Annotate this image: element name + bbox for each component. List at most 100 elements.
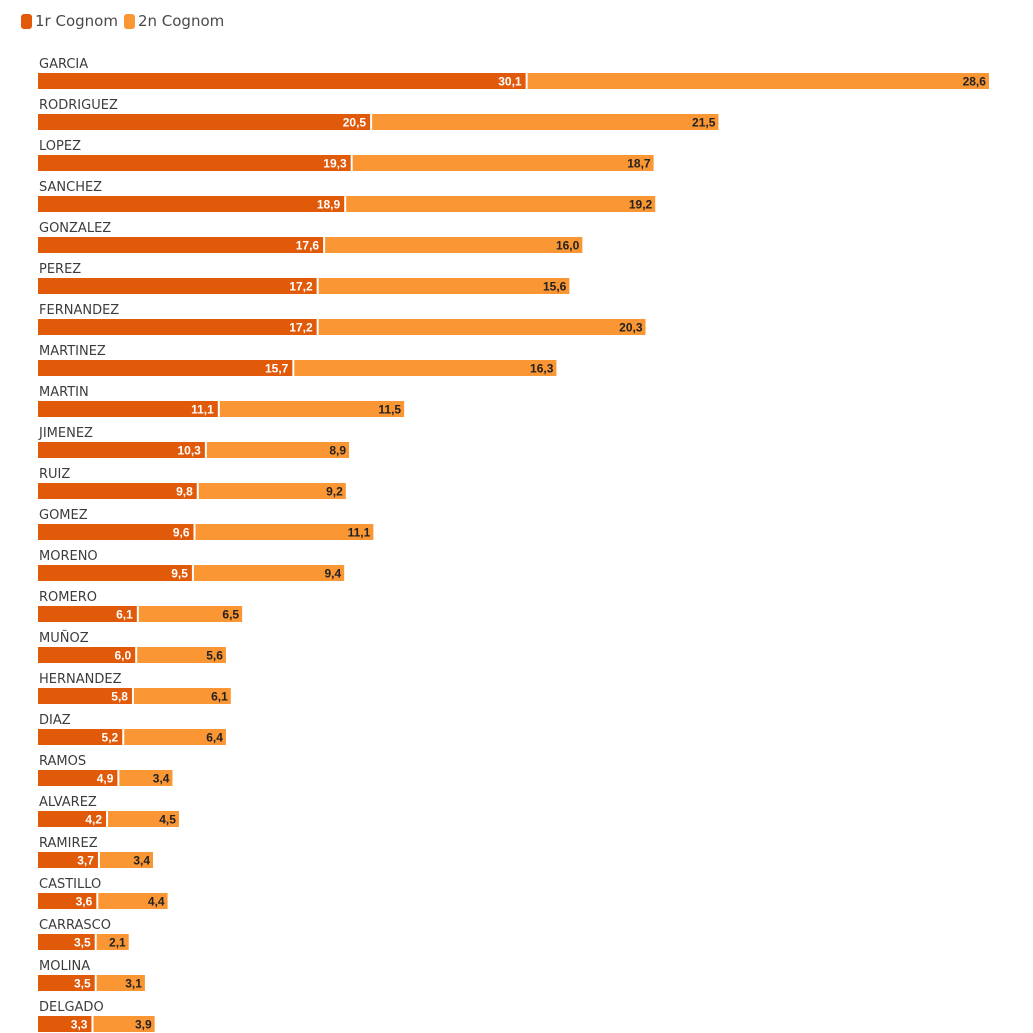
value-label-second-surname: 6,5	[222, 608, 239, 622]
bar-first-surname[interactable]	[38, 729, 123, 745]
bar-row-muñoz: MUÑOZ 6,0 5,6	[38, 630, 226, 663]
category-label: MARTINEZ	[39, 344, 106, 359]
bar-row-romero: ROMERO 6,1 6,5	[38, 590, 243, 622]
bar-second-surname[interactable]	[124, 729, 226, 745]
bar-row-jimenez: JIMENEZ 10,3 8,9	[38, 426, 350, 458]
category-label: CARRASCO	[39, 918, 111, 933]
bar-second-surname[interactable]	[137, 647, 226, 663]
bar-row-sanchez: SANCHEZ 18,9 19,2	[38, 180, 656, 212]
bar-row-delgado: DELGADO 3,3 3,9	[38, 1000, 155, 1032]
bar-second-surname[interactable]	[98, 893, 168, 909]
value-label-first-surname: 3,5	[74, 977, 91, 991]
bar-second-surname[interactable]	[119, 770, 173, 786]
bar-second-surname[interactable]	[352, 155, 654, 171]
bar-first-surname[interactable]	[38, 852, 98, 868]
bar-row-garcia: GARCIA 30,1 28,6	[38, 57, 989, 89]
bar-row-ruiz: RUIZ 9,8 9,2	[38, 467, 346, 499]
bar-first-surname[interactable]	[38, 278, 317, 294]
bar-first-surname[interactable]	[38, 155, 351, 171]
bar-second-surname[interactable]	[318, 278, 570, 294]
bar-second-surname[interactable]	[138, 606, 243, 622]
legend-swatch-second-surname	[123, 13, 135, 29]
bar-first-surname[interactable]	[38, 319, 317, 335]
bar-second-surname[interactable]	[96, 934, 129, 950]
value-label-second-surname: 3,4	[133, 854, 150, 868]
bar-first-surname[interactable]	[38, 442, 205, 458]
bar-second-surname[interactable]	[294, 360, 557, 376]
bar-first-surname[interactable]	[38, 893, 97, 909]
bar-second-surname[interactable]	[325, 237, 583, 253]
category-label: MARTIN	[39, 385, 89, 400]
category-label: MORENO	[39, 549, 98, 564]
bar-row-moreno: MORENO 9,5 9,4	[38, 549, 345, 581]
bar-second-surname[interactable]	[133, 688, 231, 704]
bar-second-surname[interactable]	[108, 811, 179, 827]
value-label-first-surname: 4,2	[85, 813, 102, 827]
value-label-first-surname: 5,2	[102, 731, 119, 745]
bar-first-surname[interactable]	[38, 688, 132, 704]
category-label: DELGADO	[39, 1000, 104, 1015]
legend-item-second-surname[interactable]: 2n Cognom	[123, 12, 224, 30]
bar-second-surname[interactable]	[527, 73, 989, 89]
bar-row-carrasco: CARRASCO 3,5 2,1	[38, 918, 129, 950]
bar-first-surname[interactable]	[38, 483, 197, 499]
category-label: GARCIA	[39, 57, 88, 72]
value-label-second-surname: 21,5	[692, 116, 716, 130]
bar-first-surname[interactable]	[38, 606, 137, 622]
bar-first-surname[interactable]	[38, 647, 136, 663]
bar-row-gonzalez: GONZALEZ 17,6 16,0	[38, 221, 583, 253]
bar-first-surname[interactable]	[38, 811, 107, 827]
legend-item-first-surname[interactable]: 1r Cognom	[21, 12, 118, 30]
bar-second-surname[interactable]	[219, 401, 405, 417]
category-label: RUIZ	[39, 467, 70, 482]
bar-second-surname[interactable]	[206, 442, 350, 458]
chart-legend: 1r Cognom 2n Cognom	[21, 11, 224, 31]
bar-second-surname[interactable]	[198, 483, 346, 499]
value-label-first-surname: 11,1	[191, 403, 214, 417]
bar-second-surname[interactable]	[318, 319, 646, 335]
bar-first-surname[interactable]	[38, 196, 345, 212]
bar-first-surname[interactable]	[38, 524, 194, 540]
value-label-first-surname: 3,6	[76, 895, 93, 909]
category-label: CASTILLO	[39, 877, 101, 892]
bar-first-surname[interactable]	[38, 770, 118, 786]
bar-row-rodriguez: RODRIGUEZ 20,5 21,5	[38, 98, 719, 130]
value-label-first-surname: 9,8	[176, 485, 193, 499]
bar-first-surname[interactable]	[38, 565, 192, 581]
bar-second-surname[interactable]	[193, 565, 345, 581]
bar-second-surname[interactable]	[99, 852, 154, 868]
bar-first-surname[interactable]	[38, 114, 371, 130]
bar-second-surname[interactable]	[372, 114, 719, 130]
legend-swatch-first-surname	[21, 13, 32, 29]
bar-first-surname[interactable]	[38, 237, 324, 253]
value-label-first-surname: 30,1	[498, 75, 522, 89]
bar-first-surname[interactable]	[38, 975, 95, 991]
bar-second-surname[interactable]	[346, 196, 656, 212]
bar-row-hernandez: HERNANDEZ 5,8 6,1	[38, 672, 231, 704]
bar-second-surname[interactable]	[195, 524, 374, 540]
value-label-first-surname: 3,3	[71, 1018, 88, 1032]
bar-row-martin: MARTIN 11,1 11,5	[38, 385, 405, 417]
legend-label-first-surname: 1r Cognom	[35, 12, 118, 30]
bar-first-surname[interactable]	[38, 73, 526, 89]
value-label-first-surname: 6,0	[115, 649, 132, 663]
value-label-first-surname: 17,2	[289, 280, 313, 294]
value-label-first-surname: 4,9	[97, 772, 114, 786]
bar-first-surname[interactable]	[38, 360, 293, 376]
category-label: JIMENEZ	[38, 426, 93, 441]
bar-first-surname[interactable]	[38, 1016, 92, 1032]
category-label: PEREZ	[39, 262, 81, 277]
bar-first-surname[interactable]	[38, 401, 218, 417]
bar-row-fernandez: FERNANDEZ 17,2 20,3	[38, 303, 646, 335]
category-label: ALVAREZ	[39, 795, 97, 810]
value-label-second-surname: 19,2	[629, 198, 653, 212]
bar-row-martinez: MARTINEZ 15,7 16,3	[38, 344, 557, 376]
bar-row-alvarez: ALVAREZ 4,2 4,5	[38, 795, 179, 827]
value-label-second-surname: 6,1	[211, 690, 228, 704]
bar-second-surname[interactable]	[96, 975, 145, 991]
bar-first-surname[interactable]	[38, 934, 95, 950]
value-label-second-surname: 3,9	[135, 1018, 152, 1032]
bar-row-perez: PEREZ 17,2 15,6	[38, 262, 570, 294]
bar-second-surname[interactable]	[93, 1016, 155, 1032]
